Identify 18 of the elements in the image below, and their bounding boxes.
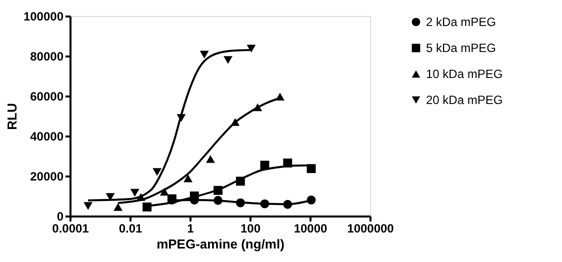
x-tick-label: 100 — [240, 222, 261, 236]
x-tick-label: 10000 — [294, 222, 328, 236]
x-tick-label: 1 — [187, 222, 194, 236]
x-tick-label: 0.0001 — [52, 222, 90, 236]
legend-label: 10 kDa mPEG — [426, 67, 503, 81]
legend-label: 5 kDa mPEG — [426, 41, 496, 55]
y-tick-label: 60000 — [30, 90, 64, 104]
x-axis-title: mPEG-amine (ng/ml) — [156, 236, 284, 252]
y-tick-label: 100000 — [23, 10, 64, 24]
y-tick-label: 20000 — [30, 170, 64, 184]
y-tick-label: 80000 — [30, 50, 64, 64]
y-tick-label: 0 — [56, 210, 64, 224]
x-tick-label: 1000000 — [347, 222, 394, 236]
x-tick-label: 0.01 — [118, 222, 142, 236]
legend-label: 20 kDa mPEG — [426, 93, 503, 107]
y-axis-title: RLU — [4, 103, 20, 130]
y-tick-label: 40000 — [30, 130, 64, 144]
legend-label: 2 kDa mPEG — [426, 15, 496, 29]
